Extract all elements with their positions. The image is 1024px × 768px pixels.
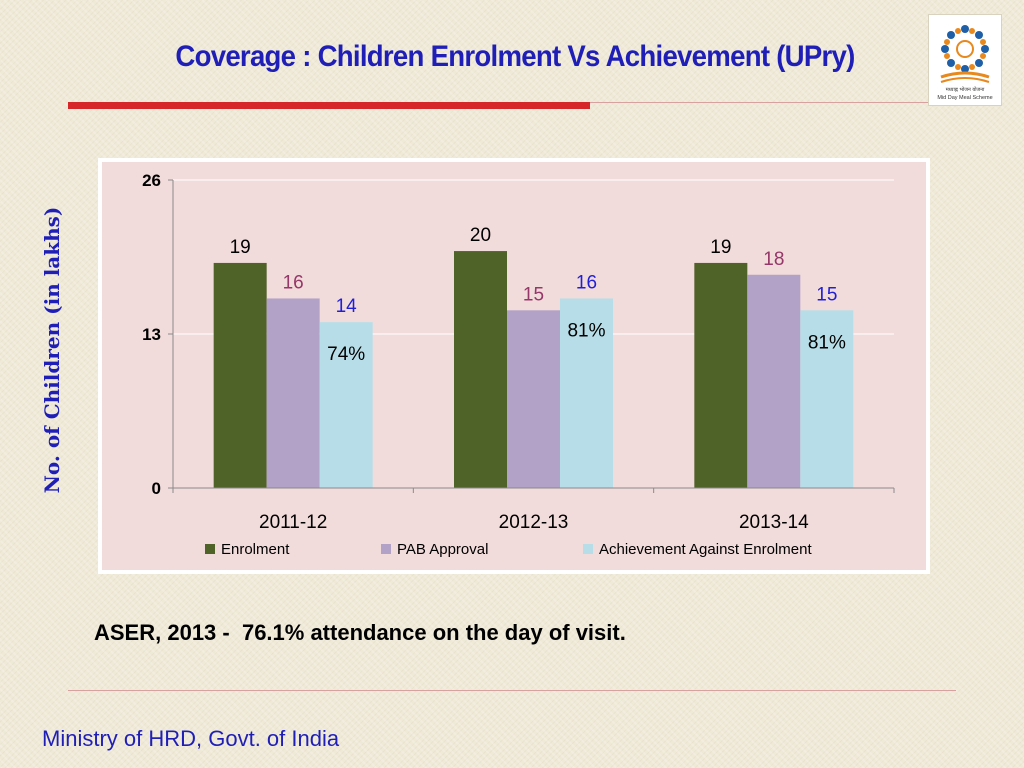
bar	[747, 274, 801, 488]
chart-container: 0 13 26 2011-12 2012-13 2013-14 19 16 14 74% 20 15…	[98, 158, 930, 574]
legend-label: Achievement Against Enrolment	[599, 541, 812, 558]
aser-note: ASER, 2013 - 76.1% attendance on the day…	[94, 620, 626, 645]
bar-value-label: 20	[470, 225, 491, 246]
chart-legend: Enrolment PAB Approval Achievement Against…	[205, 541, 812, 558]
achievement-percent-label: 81%	[808, 332, 846, 353]
logo-caption: Mid Day Meal Scheme	[937, 95, 992, 101]
footer-text: Ministry of HRD, Govt. of India	[42, 726, 340, 751]
bar-value-label: 16	[576, 272, 597, 293]
x-tick-label: 2012-13	[499, 512, 569, 533]
logo-caption-hindi: मध्याह्न भोजन योजना	[946, 86, 985, 93]
achievement-percent-label: 74%	[327, 344, 365, 365]
bar	[560, 298, 613, 488]
legend-label: PAB Approval	[397, 541, 488, 558]
slide-title: Coverage : Children Enrolment Vs Achieve…	[175, 40, 855, 73]
bar-value-label: 14	[336, 296, 358, 317]
achievement-percent-label: 81%	[567, 320, 605, 341]
bar-value-label: 18	[763, 249, 784, 270]
y-tick-label: 26	[142, 171, 161, 190]
legend-swatch	[381, 544, 391, 554]
logo-emblem	[940, 25, 990, 83]
legend-label: Enrolment	[221, 541, 290, 558]
chart-axes: 0 13 26 2011-12 2012-13 2013-14	[142, 171, 895, 533]
chart-bars	[213, 251, 854, 488]
bar	[507, 310, 560, 488]
bar	[266, 298, 320, 488]
footer-divider	[68, 690, 956, 691]
bar	[319, 322, 373, 488]
legend-swatch	[583, 544, 593, 554]
bar-value-label: 19	[230, 237, 251, 258]
bar-chart: 0 13 26 2011-12 2012-13 2013-14 19 16 14 74% 20 15…	[102, 162, 926, 570]
bar	[213, 262, 267, 488]
title-underline-bar	[68, 102, 590, 109]
bar-value-label: 15	[816, 284, 837, 305]
chart-y-axis-label: No. of Children (in lakhs)	[40, 206, 64, 494]
bar-value-label: 15	[523, 284, 544, 305]
bar-value-label: 16	[283, 272, 304, 293]
bar	[694, 262, 748, 488]
x-tick-label: 2013-14	[739, 512, 809, 533]
bar	[454, 251, 507, 488]
chart-labels: 19 16 14 74% 20 15 16 81% 19 18 15 81%	[230, 225, 846, 365]
bar-value-label: 19	[710, 237, 731, 258]
y-tick-label: 0	[152, 479, 161, 498]
y-tick-label: 13	[142, 325, 161, 344]
title-underline-thin	[590, 102, 928, 103]
x-tick-label: 2011-12	[259, 512, 327, 533]
mid-day-meal-logo-icon: मध्याह्न भोजन योजना Mid Day Meal Scheme	[928, 14, 1002, 106]
bar	[800, 310, 854, 488]
legend-swatch	[205, 544, 215, 554]
